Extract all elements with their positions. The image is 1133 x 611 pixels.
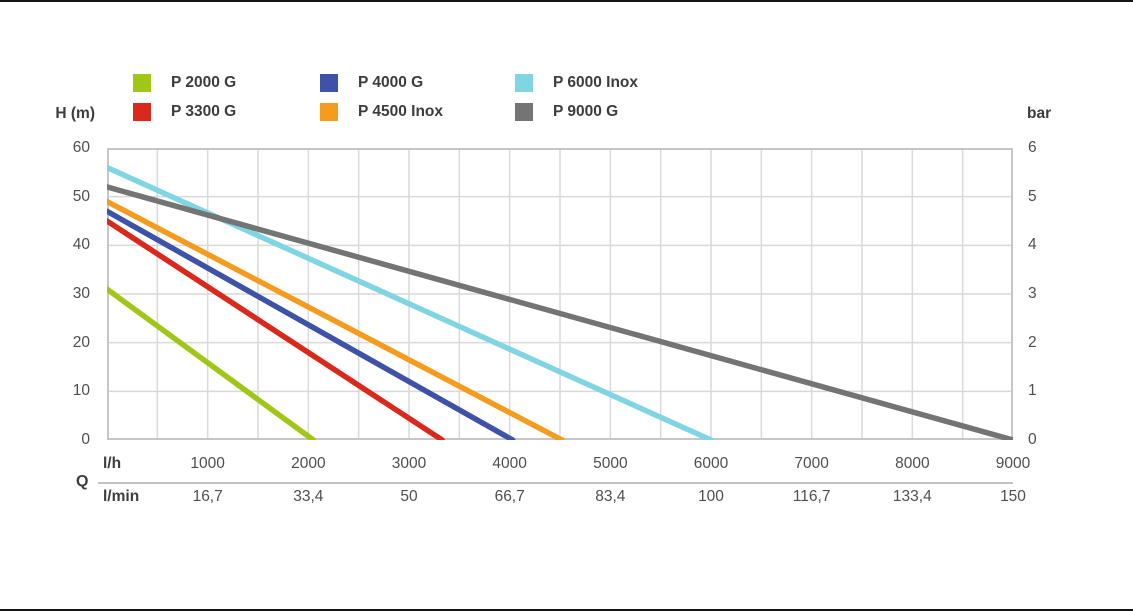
x-tick-lmin: 33,4 xyxy=(293,488,324,505)
x-tick-lh: 1000 xyxy=(190,455,225,472)
x-axis-row-separator xyxy=(98,482,1013,484)
legend-color-swatch xyxy=(320,74,338,92)
series-line-p-4500-inox xyxy=(107,198,565,440)
x-tick-lmin: 133,4 xyxy=(892,488,932,505)
x-axis-unit-lh: l/h xyxy=(103,455,122,472)
series-line-p-4000-g xyxy=(107,208,516,440)
left-axis-tick: 20 xyxy=(72,333,90,351)
plot-svg xyxy=(107,148,1013,440)
legend-label: P 6000 Inox xyxy=(553,74,639,91)
right-axis-tick: 6 xyxy=(1028,139,1037,156)
left-axis-tick: 60 xyxy=(72,139,90,156)
bottom-edge-line xyxy=(0,609,1133,611)
x-tick-lmin: 116,7 xyxy=(792,488,831,505)
legend-color-swatch xyxy=(320,103,338,121)
left-axis-tick: 50 xyxy=(72,187,90,205)
x-tick-lh: 9000 xyxy=(995,455,1031,472)
x-tick-lmin: 150 xyxy=(1000,488,1026,505)
x-tick-lh: 7000 xyxy=(794,455,829,472)
legend-color-swatch xyxy=(515,103,533,121)
legend-item-p-4500-inox: P 4500 Inox xyxy=(320,103,443,121)
right-axis-tick: 5 xyxy=(1028,187,1037,205)
legend-item-p-2000-g: P 2000 G xyxy=(133,74,236,92)
x-tick-lmin: 66,7 xyxy=(494,488,525,505)
x-axis-unit-lmin: l/min xyxy=(103,488,140,505)
right-axis-tick: 4 xyxy=(1028,236,1037,254)
x-tick-lh: 8000 xyxy=(895,455,930,472)
plot-area xyxy=(107,148,1013,440)
left-axis-tick: 0 xyxy=(81,431,90,448)
legend-label: P 3300 G xyxy=(171,103,237,120)
legend-color-swatch xyxy=(133,74,151,92)
legend-item-p-6000-inox: P 6000 Inox xyxy=(515,74,638,92)
right-axis-tick: 3 xyxy=(1028,285,1037,302)
left-axis-tick: 10 xyxy=(72,382,90,400)
x-tick-lmin: 16,7 xyxy=(192,488,223,505)
x-tick-lmin: 100 xyxy=(698,488,724,505)
legend-item-p-9000-g: P 9000 G xyxy=(515,103,618,121)
x-tick-lh: 6000 xyxy=(693,455,729,472)
right-axis-tick: 0 xyxy=(1028,431,1037,448)
legend-color-swatch xyxy=(133,103,151,121)
legend-label: P 4000 G xyxy=(358,74,424,91)
series-line-p-3300-g xyxy=(107,218,445,440)
left-axis-tick: 40 xyxy=(72,236,90,254)
legend-item-p-3300-g: P 3300 G xyxy=(133,103,236,121)
x-tick-lh: 4000 xyxy=(492,455,527,472)
series-line-p-2000-g xyxy=(107,286,317,440)
x-tick-lmin: 50 xyxy=(400,488,418,505)
legend-color-swatch xyxy=(515,74,533,92)
series-line-p-9000-g xyxy=(107,184,1013,440)
x-tick-lh: 3000 xyxy=(391,455,427,472)
legend-label: P 9000 G xyxy=(553,103,619,120)
x-tick-lh: 2000 xyxy=(291,455,326,472)
x-tick-lh: 5000 xyxy=(593,455,628,472)
right-axis-tick: 1 xyxy=(1028,382,1037,400)
left-axis-title: H (m) xyxy=(55,105,95,122)
top-edge-line xyxy=(0,0,1133,2)
legend-label: P 2000 G xyxy=(171,74,237,91)
left-axis-tick: 30 xyxy=(72,285,90,302)
x-axis-title: Q xyxy=(76,473,89,490)
x-tick-lmin: 83,4 xyxy=(595,488,626,505)
right-axis-tick: 2 xyxy=(1028,333,1037,351)
legend-label: P 4500 Inox xyxy=(358,103,444,120)
right-axis-title: bar xyxy=(1027,105,1052,122)
legend-item-p-4000-g: P 4000 G xyxy=(320,74,423,92)
